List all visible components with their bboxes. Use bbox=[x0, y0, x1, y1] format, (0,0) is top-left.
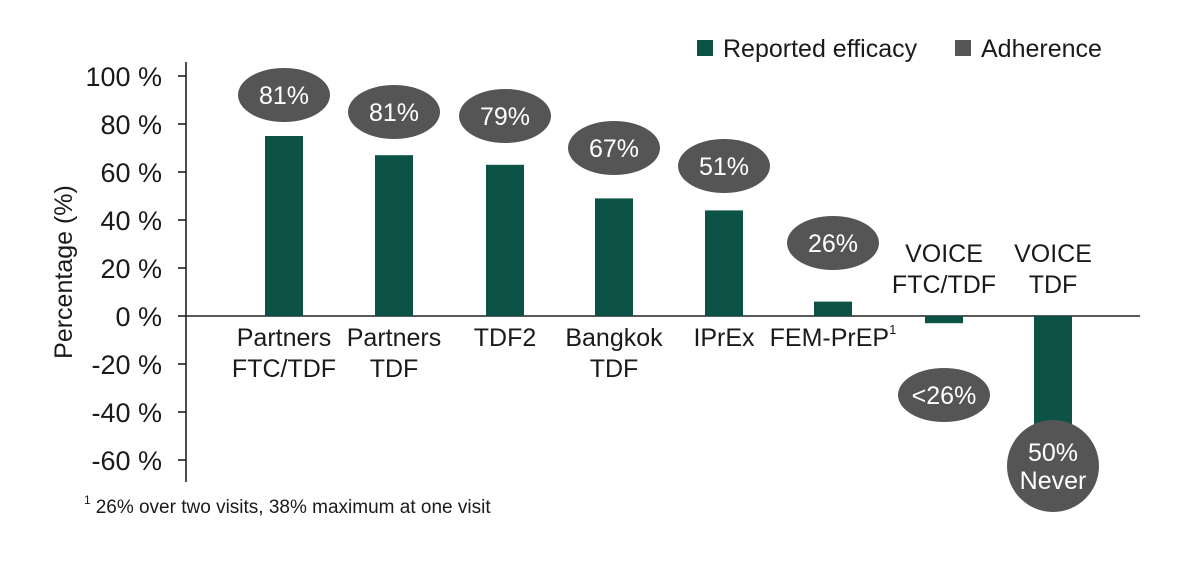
legend: Reported efficacy Adherence bbox=[697, 35, 1102, 63]
category-label: FEM-PrEP1 bbox=[770, 322, 897, 352]
adherence-label: <26% bbox=[912, 382, 977, 410]
category-labels: Partners FTC/TDF Partners TDF TDF2 Bangkok TDF… bbox=[232, 240, 1092, 383]
adherence-label: 26% bbox=[808, 230, 858, 258]
adherence-bubble bbox=[898, 368, 990, 422]
category-label: TDF2 bbox=[474, 324, 537, 352]
category-label: TDF bbox=[590, 355, 639, 383]
adherence-label: 81% bbox=[259, 82, 309, 110]
y-tick-label: 80 % bbox=[100, 110, 162, 140]
adherence-bubble bbox=[787, 216, 879, 270]
y-tick-label: -40 % bbox=[91, 398, 162, 428]
footnote: 1 26% over two visits, 38% maximum at one… bbox=[84, 493, 491, 518]
adherence-bubble bbox=[459, 89, 551, 143]
y-tick-label: 100 % bbox=[85, 62, 162, 92]
adherence-bubble bbox=[238, 68, 330, 122]
bar-reported-efficacy bbox=[705, 210, 743, 316]
category-label: IPrEx bbox=[693, 324, 755, 352]
y-axis: 100 % 80 % 60 % 40 % 20 % 0 % -20 % -40 % -60 % bbox=[85, 62, 1140, 482]
category-label: FTC/TDF bbox=[232, 355, 336, 383]
category-label: Bangkok bbox=[565, 324, 663, 352]
adherence-bubble bbox=[568, 121, 660, 175]
bar-reported-efficacy bbox=[925, 316, 963, 324]
adherence-labels: 81% 81% 79% 67% 51% 26% <26% 50%Never bbox=[238, 68, 1099, 512]
adherence-bubble bbox=[1007, 420, 1099, 512]
adherence-bubble bbox=[348, 85, 440, 139]
y-tick-label: 40 % bbox=[100, 206, 162, 236]
adherence-label: 79% bbox=[480, 103, 530, 131]
category-label: TDF bbox=[1029, 271, 1078, 299]
y-tick-label: 60 % bbox=[100, 158, 162, 188]
y-tick-label: 20 % bbox=[100, 254, 162, 284]
adherence-bubble bbox=[678, 139, 770, 193]
bar-reported-efficacy bbox=[595, 198, 633, 316]
bar-series bbox=[265, 136, 1072, 434]
footnote-text: 1 26% over two visits, 38% maximum at one… bbox=[84, 493, 491, 518]
legend-label: Reported efficacy bbox=[723, 35, 918, 63]
y-tick-label: -20 % bbox=[91, 350, 162, 380]
bar-reported-efficacy bbox=[486, 164, 524, 316]
adherence-label: 81% bbox=[369, 99, 419, 127]
category-label: VOICE bbox=[1014, 240, 1092, 268]
bar-reported-efficacy bbox=[1034, 316, 1072, 434]
y-tick-label: 0 % bbox=[115, 302, 162, 332]
legend-label: Adherence bbox=[981, 35, 1102, 63]
category-label: Partners bbox=[347, 324, 441, 352]
bar-reported-efficacy bbox=[265, 136, 303, 316]
adherence-label: 51% bbox=[699, 153, 749, 181]
category-label: FTC/TDF bbox=[892, 271, 996, 299]
y-tick-label: -60 % bbox=[91, 446, 162, 476]
y-axis-label: Percentage (%) bbox=[50, 185, 78, 359]
category-label: Partners bbox=[237, 324, 331, 352]
legend-swatch bbox=[697, 40, 713, 56]
legend-swatch bbox=[955, 40, 971, 56]
adherence-label: 67% bbox=[589, 135, 639, 163]
category-label: VOICE bbox=[905, 240, 983, 268]
adherence-label: Never bbox=[1020, 467, 1087, 495]
category-label: TDF bbox=[370, 355, 419, 383]
y-axis-label-group: Percentage (%) bbox=[50, 185, 78, 359]
bar-reported-efficacy bbox=[814, 301, 852, 316]
bar-reported-efficacy bbox=[375, 155, 413, 316]
adherence-label: 50% bbox=[1028, 439, 1078, 467]
